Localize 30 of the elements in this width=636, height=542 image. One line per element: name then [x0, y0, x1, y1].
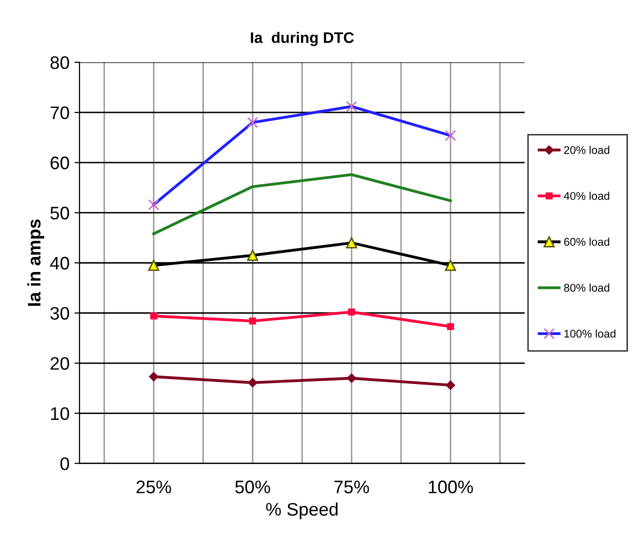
x-tick-label: 100% [428, 480, 473, 494]
y-tick-label: 50 [50, 206, 70, 220]
legend-label: 20% load [564, 146, 610, 154]
point [346, 374, 356, 383]
y-tick-label: 60 [50, 156, 70, 170]
point [248, 378, 258, 388]
y-tick-label: 20 [50, 357, 70, 370]
chart-title: Ia during DTC [250, 32, 354, 46]
y-tick-label: 80 [50, 56, 70, 70]
x-tick-label: 75% [334, 480, 369, 494]
point [446, 380, 456, 390]
y-tick-label: 30 [50, 306, 70, 320]
point [249, 318, 256, 324]
point [447, 323, 454, 330]
y-tick-label: 0 [60, 457, 70, 470]
point [348, 308, 356, 316]
y-tick-label: 10 [51, 407, 70, 420]
y-tick-label: 40 [50, 256, 70, 270]
y-axis-title: Ia in amps [27, 219, 44, 306]
x-tick-label: 50% [235, 480, 270, 494]
line-series [152, 173, 452, 236]
point [149, 372, 158, 382]
y-tick-label: 70 [50, 106, 70, 120]
x-axis-title: % Speed [266, 502, 338, 520]
legend-label: 60% load [564, 238, 610, 246]
point [150, 312, 158, 320]
legend-label: 40% load [564, 192, 610, 200]
legend-label: 80% load [564, 284, 610, 292]
legend-label: 100% load [564, 329, 616, 338]
x-tick-label: 25% [136, 480, 172, 494]
